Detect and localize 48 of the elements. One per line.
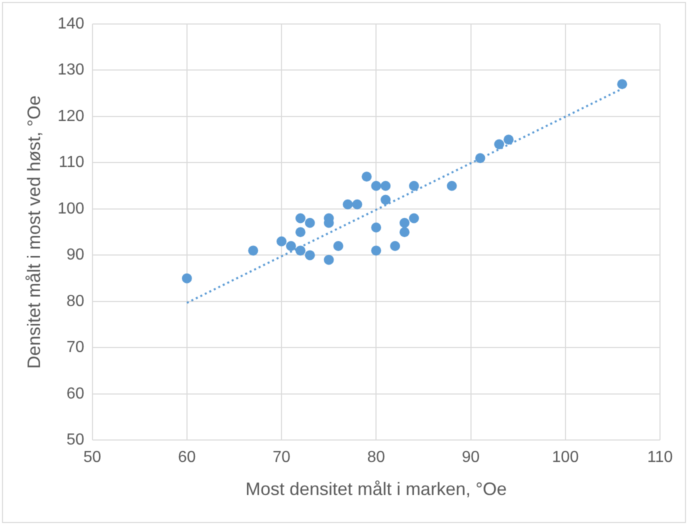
point <box>446 180 457 191</box>
x-tick-label: 80 <box>367 449 386 466</box>
y-tick-label: 110 <box>58 154 84 172</box>
point <box>304 250 315 260</box>
point <box>408 213 419 224</box>
x-tick-label: 60 <box>178 449 196 466</box>
y-tick-label: 50 <box>66 432 84 449</box>
y-tick-label: 120 <box>58 108 84 125</box>
y-tick-label: 60 <box>66 385 84 402</box>
point <box>400 227 410 238</box>
point <box>286 240 296 251</box>
point <box>362 172 372 182</box>
point <box>276 236 287 246</box>
y-tick-label: 70 <box>66 339 84 356</box>
x-tick-label: 50 <box>83 449 102 466</box>
point <box>504 134 514 145</box>
point <box>371 222 382 232</box>
point <box>295 246 306 256</box>
y-tick-label: 140 <box>58 15 84 32</box>
point <box>182 273 192 284</box>
point <box>342 199 353 210</box>
x-tick-label: 100 <box>552 449 579 466</box>
y-tick-label: 80 <box>66 292 84 310</box>
point <box>380 194 391 205</box>
x-tick-label: 70 <box>272 449 291 466</box>
point <box>371 246 382 256</box>
y-axis-title: Densitet målt i most ved høst, °Oe <box>24 95 44 369</box>
point <box>295 213 306 224</box>
point <box>475 153 486 164</box>
y-tick-label: 130 <box>58 62 84 79</box>
point <box>408 180 419 191</box>
point <box>333 240 344 251</box>
point <box>400 218 410 228</box>
x-tick-label: 90 <box>462 449 480 466</box>
y-tick-label: 100 <box>58 200 84 218</box>
point <box>380 180 391 191</box>
y-tick-label: 90 <box>66 246 84 264</box>
point <box>617 79 628 90</box>
point <box>324 254 334 265</box>
point <box>304 218 315 228</box>
x-axis-title: Most densitet målt i marken, °Oe <box>246 479 507 500</box>
point <box>248 246 258 256</box>
point <box>352 199 362 210</box>
x-tick-label: 110 <box>647 449 673 466</box>
point <box>295 227 306 238</box>
point <box>371 180 382 191</box>
point <box>494 139 504 150</box>
point <box>390 240 400 251</box>
